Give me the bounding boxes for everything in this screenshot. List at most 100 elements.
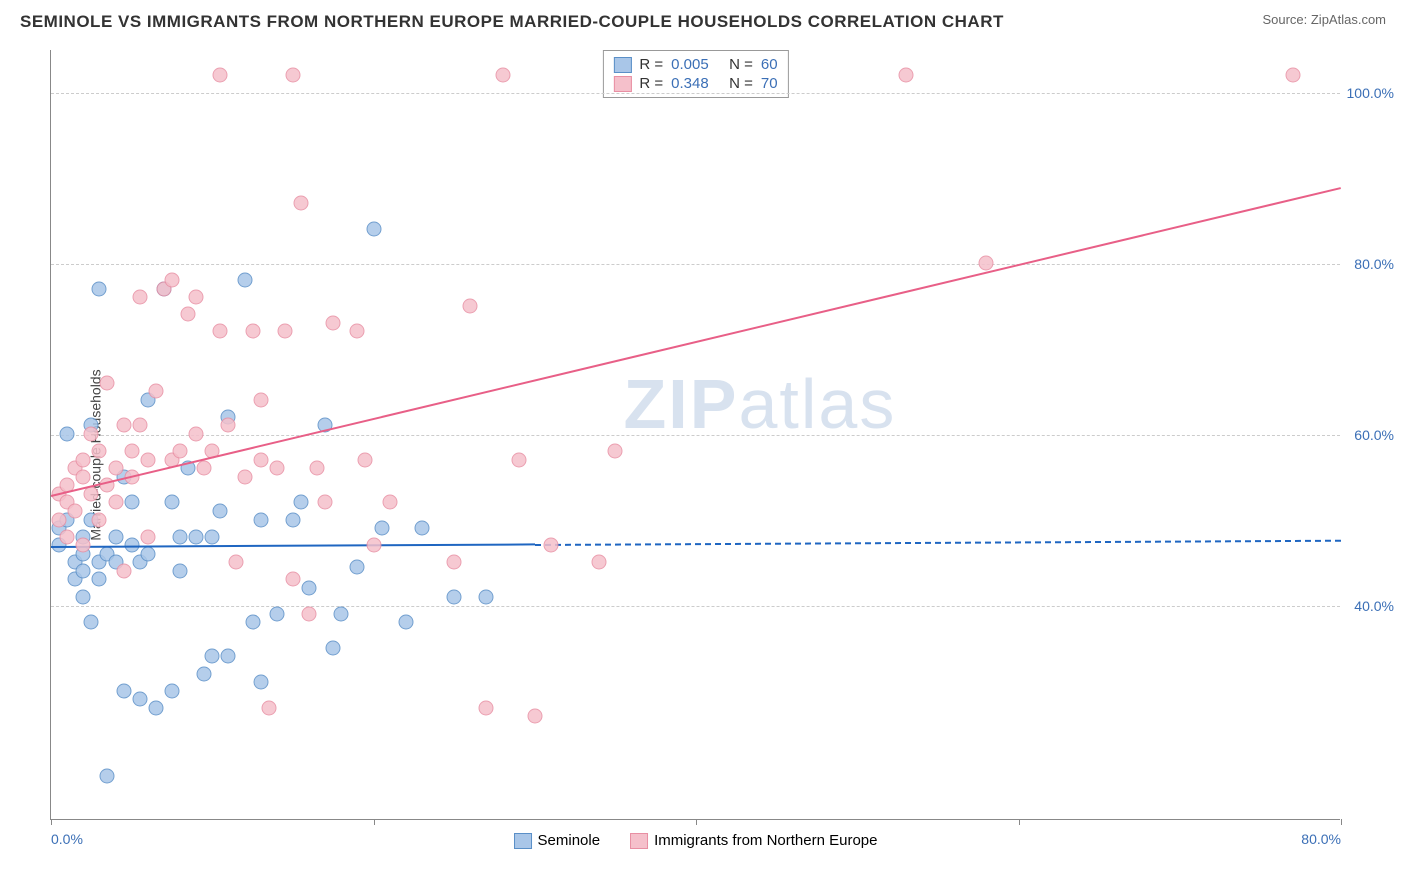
x-tick-mark <box>1341 819 1342 825</box>
data-point <box>60 529 75 544</box>
data-point <box>898 67 913 82</box>
r-label: R = <box>639 56 663 73</box>
r-value: 0.005 <box>671 56 721 73</box>
data-point <box>366 221 381 236</box>
data-point <box>140 529 155 544</box>
gridline <box>51 264 1340 265</box>
data-point <box>592 555 607 570</box>
chart-title: SEMINOLE VS IMMIGRANTS FROM NORTHERN EUR… <box>20 12 1004 32</box>
data-point <box>76 563 91 578</box>
data-point <box>285 67 300 82</box>
data-point <box>132 692 147 707</box>
data-point <box>302 581 317 596</box>
data-point <box>108 529 123 544</box>
data-point <box>285 572 300 587</box>
data-point <box>293 495 308 510</box>
trend-line <box>535 539 1341 545</box>
data-point <box>140 452 155 467</box>
data-point <box>132 290 147 305</box>
data-point <box>92 572 107 587</box>
data-point <box>285 512 300 527</box>
data-point <box>76 589 91 604</box>
plot-area: ZIPatlas R =0.005N =60R =0.348N =70 Semi… <box>50 50 1340 820</box>
stats-row: R =0.005N =60 <box>613 55 777 74</box>
y-tick-label: 60.0% <box>1354 427 1394 443</box>
data-point <box>205 529 220 544</box>
data-point <box>148 384 163 399</box>
data-point <box>382 495 397 510</box>
x-tick-mark <box>696 819 697 825</box>
legend-label: Immigrants from Northern Europe <box>654 832 877 849</box>
gridline <box>51 435 1340 436</box>
data-point <box>253 675 268 690</box>
data-point <box>148 700 163 715</box>
data-point <box>334 606 349 621</box>
data-point <box>358 452 373 467</box>
data-point <box>116 683 131 698</box>
data-point <box>76 469 91 484</box>
n-label: N = <box>729 75 753 92</box>
data-point <box>84 615 99 630</box>
data-point <box>1285 67 1300 82</box>
data-point <box>479 589 494 604</box>
data-point <box>253 512 268 527</box>
data-point <box>213 504 228 519</box>
trend-line <box>51 187 1341 497</box>
data-point <box>979 255 994 270</box>
r-value: 0.348 <box>671 75 721 92</box>
legend-swatch <box>514 833 532 849</box>
watermark: ZIPatlas <box>624 364 897 444</box>
data-point <box>124 495 139 510</box>
data-point <box>181 307 196 322</box>
x-tick-mark <box>374 819 375 825</box>
data-point <box>608 444 623 459</box>
chart-container: Married-couple Households ZIPatlas R =0.… <box>0 40 1406 870</box>
data-point <box>189 529 204 544</box>
y-tick-label: 40.0% <box>1354 598 1394 614</box>
y-tick-label: 100.0% <box>1347 85 1394 101</box>
legend-label: Seminole <box>538 832 601 849</box>
data-point <box>269 606 284 621</box>
data-point <box>108 495 123 510</box>
data-point <box>92 444 107 459</box>
stats-legend: R =0.005N =60R =0.348N =70 <box>602 50 788 98</box>
data-point <box>173 444 188 459</box>
data-point <box>140 546 155 561</box>
data-point <box>221 418 236 433</box>
data-point <box>479 700 494 715</box>
data-point <box>221 649 236 664</box>
data-point <box>68 504 83 519</box>
x-tick-label: 80.0% <box>1301 831 1341 847</box>
data-point <box>173 529 188 544</box>
x-tick-mark <box>1019 819 1020 825</box>
y-tick-label: 80.0% <box>1354 256 1394 272</box>
data-point <box>132 418 147 433</box>
data-point <box>302 606 317 621</box>
data-point <box>164 273 179 288</box>
data-point <box>124 444 139 459</box>
legend-item: Immigrants from Northern Europe <box>630 832 877 849</box>
n-value: 70 <box>761 75 778 92</box>
data-point <box>269 461 284 476</box>
data-point <box>116 418 131 433</box>
x-tick-mark <box>51 819 52 825</box>
data-point <box>84 427 99 442</box>
source-citation: Source: ZipAtlas.com <box>1262 12 1386 27</box>
data-point <box>447 555 462 570</box>
legend-item: Seminole <box>514 832 601 849</box>
n-value: 60 <box>761 56 778 73</box>
data-point <box>414 521 429 536</box>
r-label: R = <box>639 75 663 92</box>
data-point <box>310 461 325 476</box>
data-point <box>173 563 188 578</box>
data-point <box>237 469 252 484</box>
data-point <box>511 452 526 467</box>
data-point <box>76 452 91 467</box>
data-point <box>164 683 179 698</box>
data-point <box>318 495 333 510</box>
data-point <box>205 649 220 664</box>
data-point <box>213 67 228 82</box>
data-point <box>213 324 228 339</box>
legend-swatch <box>630 833 648 849</box>
data-point <box>92 281 107 296</box>
